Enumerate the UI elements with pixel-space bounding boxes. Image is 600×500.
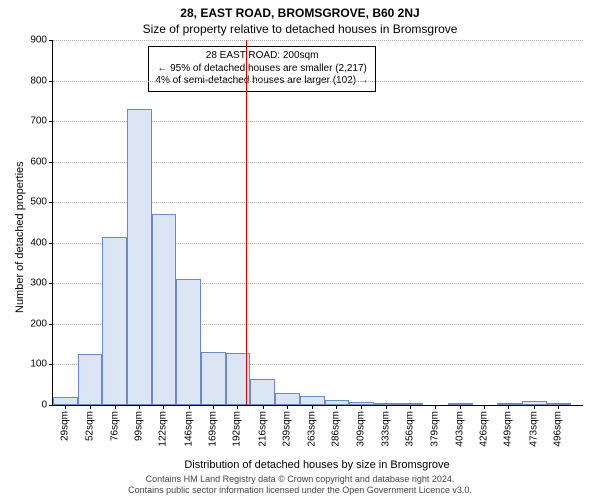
ytick-label: 100 — [30, 359, 53, 370]
xtick-mark — [189, 405, 190, 409]
xtick-mark — [213, 405, 214, 409]
histogram-bar — [300, 396, 325, 405]
xtick-mark — [460, 405, 461, 409]
xtick-label: 169sqm — [208, 411, 219, 447]
xtick-mark — [237, 405, 238, 409]
ytick-label: 0 — [41, 400, 53, 411]
xtick-mark — [90, 405, 91, 409]
xtick-mark — [386, 405, 387, 409]
histogram-bar — [226, 353, 251, 405]
histogram-bar — [275, 393, 300, 405]
xtick-label: 76sqm — [109, 411, 120, 441]
gridline-h — [53, 81, 583, 82]
y-axis-label: Number of detached properties — [14, 161, 26, 313]
footer-line-2: Contains public sector information licen… — [0, 485, 600, 496]
xtick-mark — [361, 405, 362, 409]
xtick-mark — [558, 405, 559, 409]
ytick-label: 900 — [30, 35, 53, 46]
annotation-box: 28 EAST ROAD: 200sqm ← 95% of detached h… — [148, 46, 375, 92]
xtick-mark — [484, 405, 485, 409]
histogram-bar — [176, 279, 201, 405]
xtick-label: 146sqm — [183, 411, 194, 447]
xtick-mark — [163, 405, 164, 409]
histogram-bar — [497, 403, 522, 405]
annotation-line-2: ← 95% of detached houses are smaller (2,… — [155, 63, 368, 76]
ytick-label: 500 — [30, 197, 53, 208]
xtick-mark — [263, 405, 264, 409]
ytick-label: 300 — [30, 278, 53, 289]
histogram-bar — [547, 403, 572, 405]
histogram-bar — [152, 214, 177, 405]
xtick-label: 122sqm — [158, 411, 169, 447]
xtick-label: 239sqm — [281, 411, 292, 447]
plot-area: 28 EAST ROAD: 200sqm ← 95% of detached h… — [52, 40, 583, 406]
histogram-bar — [53, 397, 78, 405]
ytick-label: 800 — [30, 75, 53, 86]
xtick-mark — [435, 405, 436, 409]
xtick-label: 286sqm — [331, 411, 342, 447]
histogram-bar — [250, 379, 275, 405]
xtick-mark — [65, 405, 66, 409]
x-axis-label: Distribution of detached houses by size … — [52, 459, 582, 471]
footer-line-1: Contains HM Land Registry data © Crown c… — [0, 474, 600, 485]
xtick-label: 29sqm — [60, 411, 71, 441]
xtick-mark — [312, 405, 313, 409]
xtick-label: 403sqm — [454, 411, 465, 447]
chart-title: Size of property relative to detached ho… — [0, 20, 600, 36]
xtick-mark — [410, 405, 411, 409]
histogram-bar — [78, 354, 103, 405]
xtick-label: 449sqm — [503, 411, 514, 447]
xtick-label: 356sqm — [405, 411, 416, 447]
xtick-mark — [336, 405, 337, 409]
footer-attribution: Contains HM Land Registry data © Crown c… — [0, 474, 600, 497]
xtick-label: 263sqm — [307, 411, 318, 447]
xtick-label: 379sqm — [429, 411, 440, 447]
xtick-label: 99sqm — [134, 411, 145, 441]
histogram-bar — [201, 352, 226, 405]
xtick-mark — [508, 405, 509, 409]
xtick-label: 52sqm — [84, 411, 95, 441]
xtick-label: 426sqm — [479, 411, 490, 447]
xtick-mark — [139, 405, 140, 409]
ytick-label: 600 — [30, 156, 53, 167]
xtick-label: 216sqm — [257, 411, 268, 447]
histogram-bar — [102, 237, 127, 405]
xtick-label: 473sqm — [528, 411, 539, 447]
histogram-bar — [127, 109, 152, 405]
xtick-mark — [115, 405, 116, 409]
xtick-label: 192sqm — [232, 411, 243, 447]
xtick-label: 496sqm — [552, 411, 563, 447]
marker-line — [246, 40, 247, 405]
xtick-label: 333sqm — [381, 411, 392, 447]
annotation-line-1: 28 EAST ROAD: 200sqm — [155, 50, 368, 63]
ytick-label: 400 — [30, 237, 53, 248]
ytick-label: 200 — [30, 318, 53, 329]
xtick-mark — [287, 405, 288, 409]
ytick-label: 700 — [30, 116, 53, 127]
xtick-mark — [534, 405, 535, 409]
chart-supertitle: 28, EAST ROAD, BROMSGROVE, B60 2NJ — [0, 0, 600, 20]
gridline-h — [53, 40, 583, 41]
xtick-label: 309sqm — [355, 411, 366, 447]
